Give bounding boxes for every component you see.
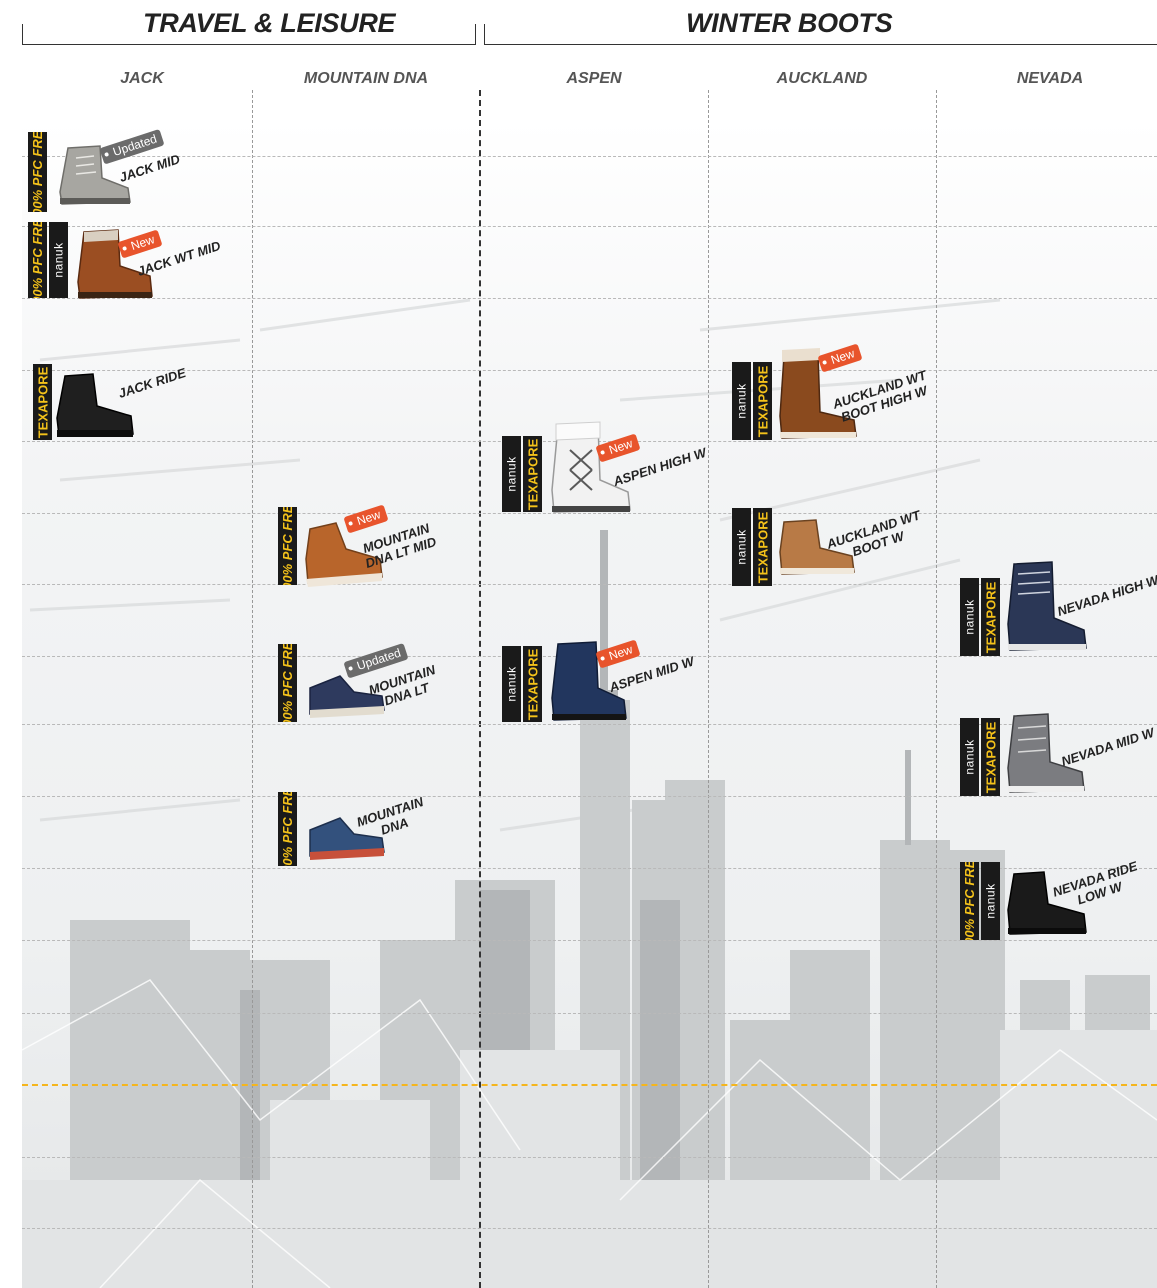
boot-icon	[779, 519, 855, 575]
boot-icon	[779, 348, 857, 439]
texapore-badge: TEXAPORE	[753, 508, 772, 586]
nanuk-badge: nanuk	[732, 508, 751, 586]
product-nevada-ride-low-w[interactable]: 100% PFC FREE nanuk NEVADA RIDE LOW W	[960, 850, 1157, 946]
boot-icon	[309, 675, 385, 718]
product-jack-mid[interactable]: 100% PFC FREE Updated JACK MID	[28, 128, 248, 220]
row-divider	[22, 1013, 1157, 1014]
nanuk-badge: nanuk	[960, 578, 979, 656]
product-auckland-wt-boot-w[interactable]: nanuk TEXAPORE AUCKLAND WT BOOT W	[732, 496, 937, 592]
section-title-winter-boots: WINTER BOOTS	[686, 8, 893, 38]
boot-icon	[1007, 561, 1087, 651]
column-divider	[708, 90, 709, 1288]
product-aspen-mid-w[interactable]: nanuk TEXAPORE New ASPEN MID W	[502, 632, 708, 728]
texapore-badge: TEXAPORE	[981, 718, 1000, 796]
row-divider	[22, 226, 1157, 227]
row-divider	[22, 940, 1157, 941]
product-jack-wt-mid[interactable]: 100% PFC FREE nanuk New JACK WT MID	[28, 220, 248, 306]
pfc-free-badge: 100% PFC FREE	[278, 644, 297, 722]
pfc-free-badge: 100% PFC FREE	[960, 862, 979, 940]
product-nevada-high-w[interactable]: nanuk TEXAPORE NEVADA HIGH W	[960, 556, 1157, 660]
boot-icon	[305, 522, 383, 587]
pfc-free-badge: 100% PFC FREE	[278, 507, 297, 585]
pfc-free-badge: 100% PFC FREE	[28, 222, 47, 298]
product-name: NEVADA RIDE LOW W	[1050, 858, 1140, 908]
row-divider	[22, 868, 1157, 869]
column-header-aspen: ASPEN	[566, 70, 622, 87]
product-nevada-mid-w[interactable]: nanuk TEXAPORE NEVADA MID W	[960, 706, 1157, 802]
section-bracket-travel-leisure	[22, 24, 476, 45]
row-divider	[22, 724, 1157, 725]
nanuk-badge: nanuk	[49, 222, 68, 298]
row-divider	[22, 1157, 1157, 1158]
boot-icon	[551, 641, 627, 721]
pfc-free-badge: 100% PFC FREE	[28, 132, 47, 212]
product-mountain-dna-lt-mid[interactable]: 100% PFC FREE New MOUNTAIN DNA LT MID	[278, 504, 473, 593]
nanuk-badge: nanuk	[502, 436, 521, 512]
row-divider	[22, 370, 1157, 371]
boot-icon	[1007, 871, 1087, 935]
texapore-badge: TEXAPORE	[523, 646, 542, 722]
texapore-badge: TEXAPORE	[753, 362, 772, 440]
texapore-badge: TEXAPORE	[981, 578, 1000, 656]
row-divider	[22, 584, 1157, 585]
row-divider	[22, 156, 1157, 157]
section-title-travel-leisure: TRAVEL & LEISURE	[143, 8, 396, 38]
product-mountain-dna-lt[interactable]: 100% PFC FREE Updated MOUNTAIN DNA LT	[278, 640, 473, 726]
boot-icon	[56, 373, 134, 437]
product-auckland-wt-boot-high-w[interactable]: nanuk TEXAPORE New AUCKLAND WT BOOT HIGH…	[732, 340, 937, 444]
section-divider	[479, 90, 481, 1288]
column-header-jack: JACK	[120, 70, 164, 87]
row-divider	[22, 513, 1157, 514]
row-divider	[22, 298, 1157, 299]
product-mountain-dna[interactable]: 100% PFC FREE MOUNTAIN DNA	[278, 788, 473, 870]
texapore-badge: TEXAPORE	[523, 436, 542, 512]
row-divider	[22, 1228, 1157, 1229]
boot-icon	[1007, 713, 1085, 793]
row-divider-highlight	[22, 1084, 1157, 1086]
column-header-nevada: NEVADA	[1016, 70, 1084, 87]
column-divider	[936, 90, 937, 1288]
boot-icon	[309, 817, 385, 860]
product-jack-ride[interactable]: TEXAPORE JACK RIDE	[33, 360, 248, 446]
column-header-mountain-dna: MOUNTAIN DNA	[303, 70, 429, 87]
product-name: MOUNTAIN DNA	[354, 794, 426, 838]
product-aspen-high-w[interactable]: nanuk TEXAPORE New ASPEN HIGH W	[502, 418, 708, 518]
texapore-badge: TEXAPORE	[33, 364, 52, 440]
row-divider	[22, 796, 1157, 797]
nanuk-badge: nanuk	[732, 362, 751, 440]
section-bracket-winter-boots	[484, 24, 1157, 45]
column-divider	[252, 90, 253, 1288]
column-header-auckland: AUCKLAND	[776, 70, 868, 87]
nanuk-badge: nanuk	[960, 718, 979, 796]
nanuk-badge: nanuk	[502, 646, 521, 722]
pfc-free-badge: 100% PFC FREE	[278, 792, 297, 866]
boot-icon	[77, 229, 153, 299]
boot-icon	[551, 421, 631, 513]
nanuk-badge: nanuk	[981, 862, 1000, 940]
product-name: JACK RIDE	[116, 365, 188, 401]
